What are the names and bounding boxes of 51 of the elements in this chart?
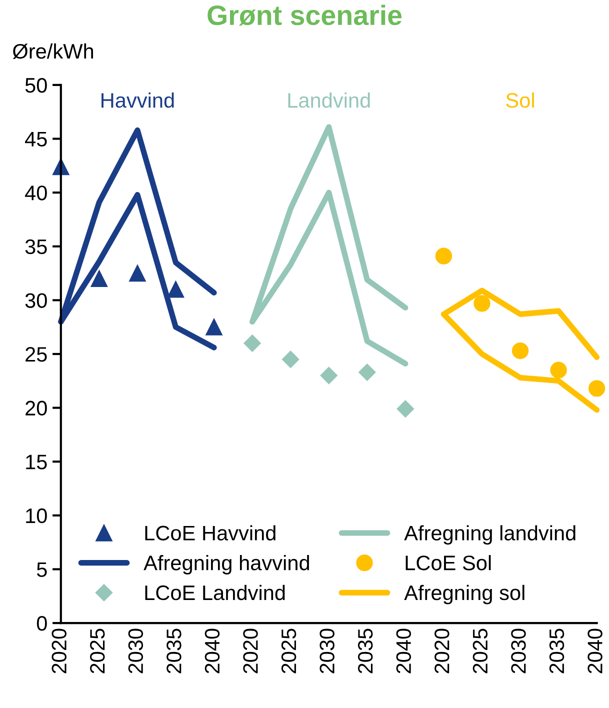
point	[435, 248, 452, 264]
annotation: Landvind	[288, 92, 370, 108]
y-tick-label: 30	[25, 293, 47, 308]
point	[588, 380, 606, 397]
y-tick-label: 20	[26, 400, 47, 416]
x-tick-label: 2035	[358, 628, 373, 674]
point	[550, 362, 567, 378]
x-tick-label: 2025	[281, 628, 296, 674]
point	[282, 350, 300, 368]
legend-label: LCoE Landvind	[145, 584, 285, 600]
x-tick-label: 2025	[90, 628, 105, 674]
x-tick-label: 2040	[396, 628, 412, 674]
y-axis-title: Øre/kWh	[12, 43, 94, 60]
y-tick-label: 5	[36, 562, 47, 577]
legend-label: Afregning sol	[404, 584, 524, 604]
x-tick-label: 2020	[52, 628, 66, 674]
annotation: Sol	[506, 92, 534, 108]
x-tick-label: 2020	[434, 628, 450, 674]
y-tick-label: 25	[26, 347, 47, 362]
legend-label: Afregning landvind	[404, 525, 576, 545]
chart-title: Grønt scenarie	[208, 4, 402, 26]
point	[90, 270, 108, 288]
y-tick-label: 50	[25, 78, 47, 93]
x-tick-label: 2035	[549, 628, 564, 674]
point	[167, 281, 184, 298]
y-tick-label: 15	[26, 454, 47, 470]
x-tick-label: 2035	[166, 628, 182, 674]
y-tick-label: 10	[26, 508, 47, 524]
annotation: Havvind	[102, 92, 174, 108]
x-tick-label: 2040	[204, 628, 220, 674]
point	[129, 264, 146, 282]
x-tick-label: 2030	[511, 628, 526, 674]
y-tick-label: 45	[25, 132, 47, 147]
x-tick-label: 2040	[588, 628, 602, 674]
point	[320, 366, 338, 384]
point	[512, 342, 529, 360]
x-tick-label: 2030	[128, 628, 144, 674]
y-tick-label: 40	[25, 186, 47, 200]
x-tick-label: 2025	[472, 628, 488, 674]
point	[474, 295, 490, 312]
point	[244, 334, 261, 352]
legend-label: Afregning havvind	[144, 555, 310, 574]
point	[358, 364, 376, 381]
x-tick-label: 2030	[320, 628, 334, 674]
legend-label: LCoE Sol	[406, 555, 491, 570]
y-tick-label: 35	[25, 239, 47, 254]
point	[206, 318, 222, 336]
y-tick-label: 0	[36, 616, 47, 631]
legend-label: LCoE Havvind	[145, 525, 276, 540]
point	[396, 400, 414, 418]
x-tick-label: 2020	[243, 628, 258, 674]
